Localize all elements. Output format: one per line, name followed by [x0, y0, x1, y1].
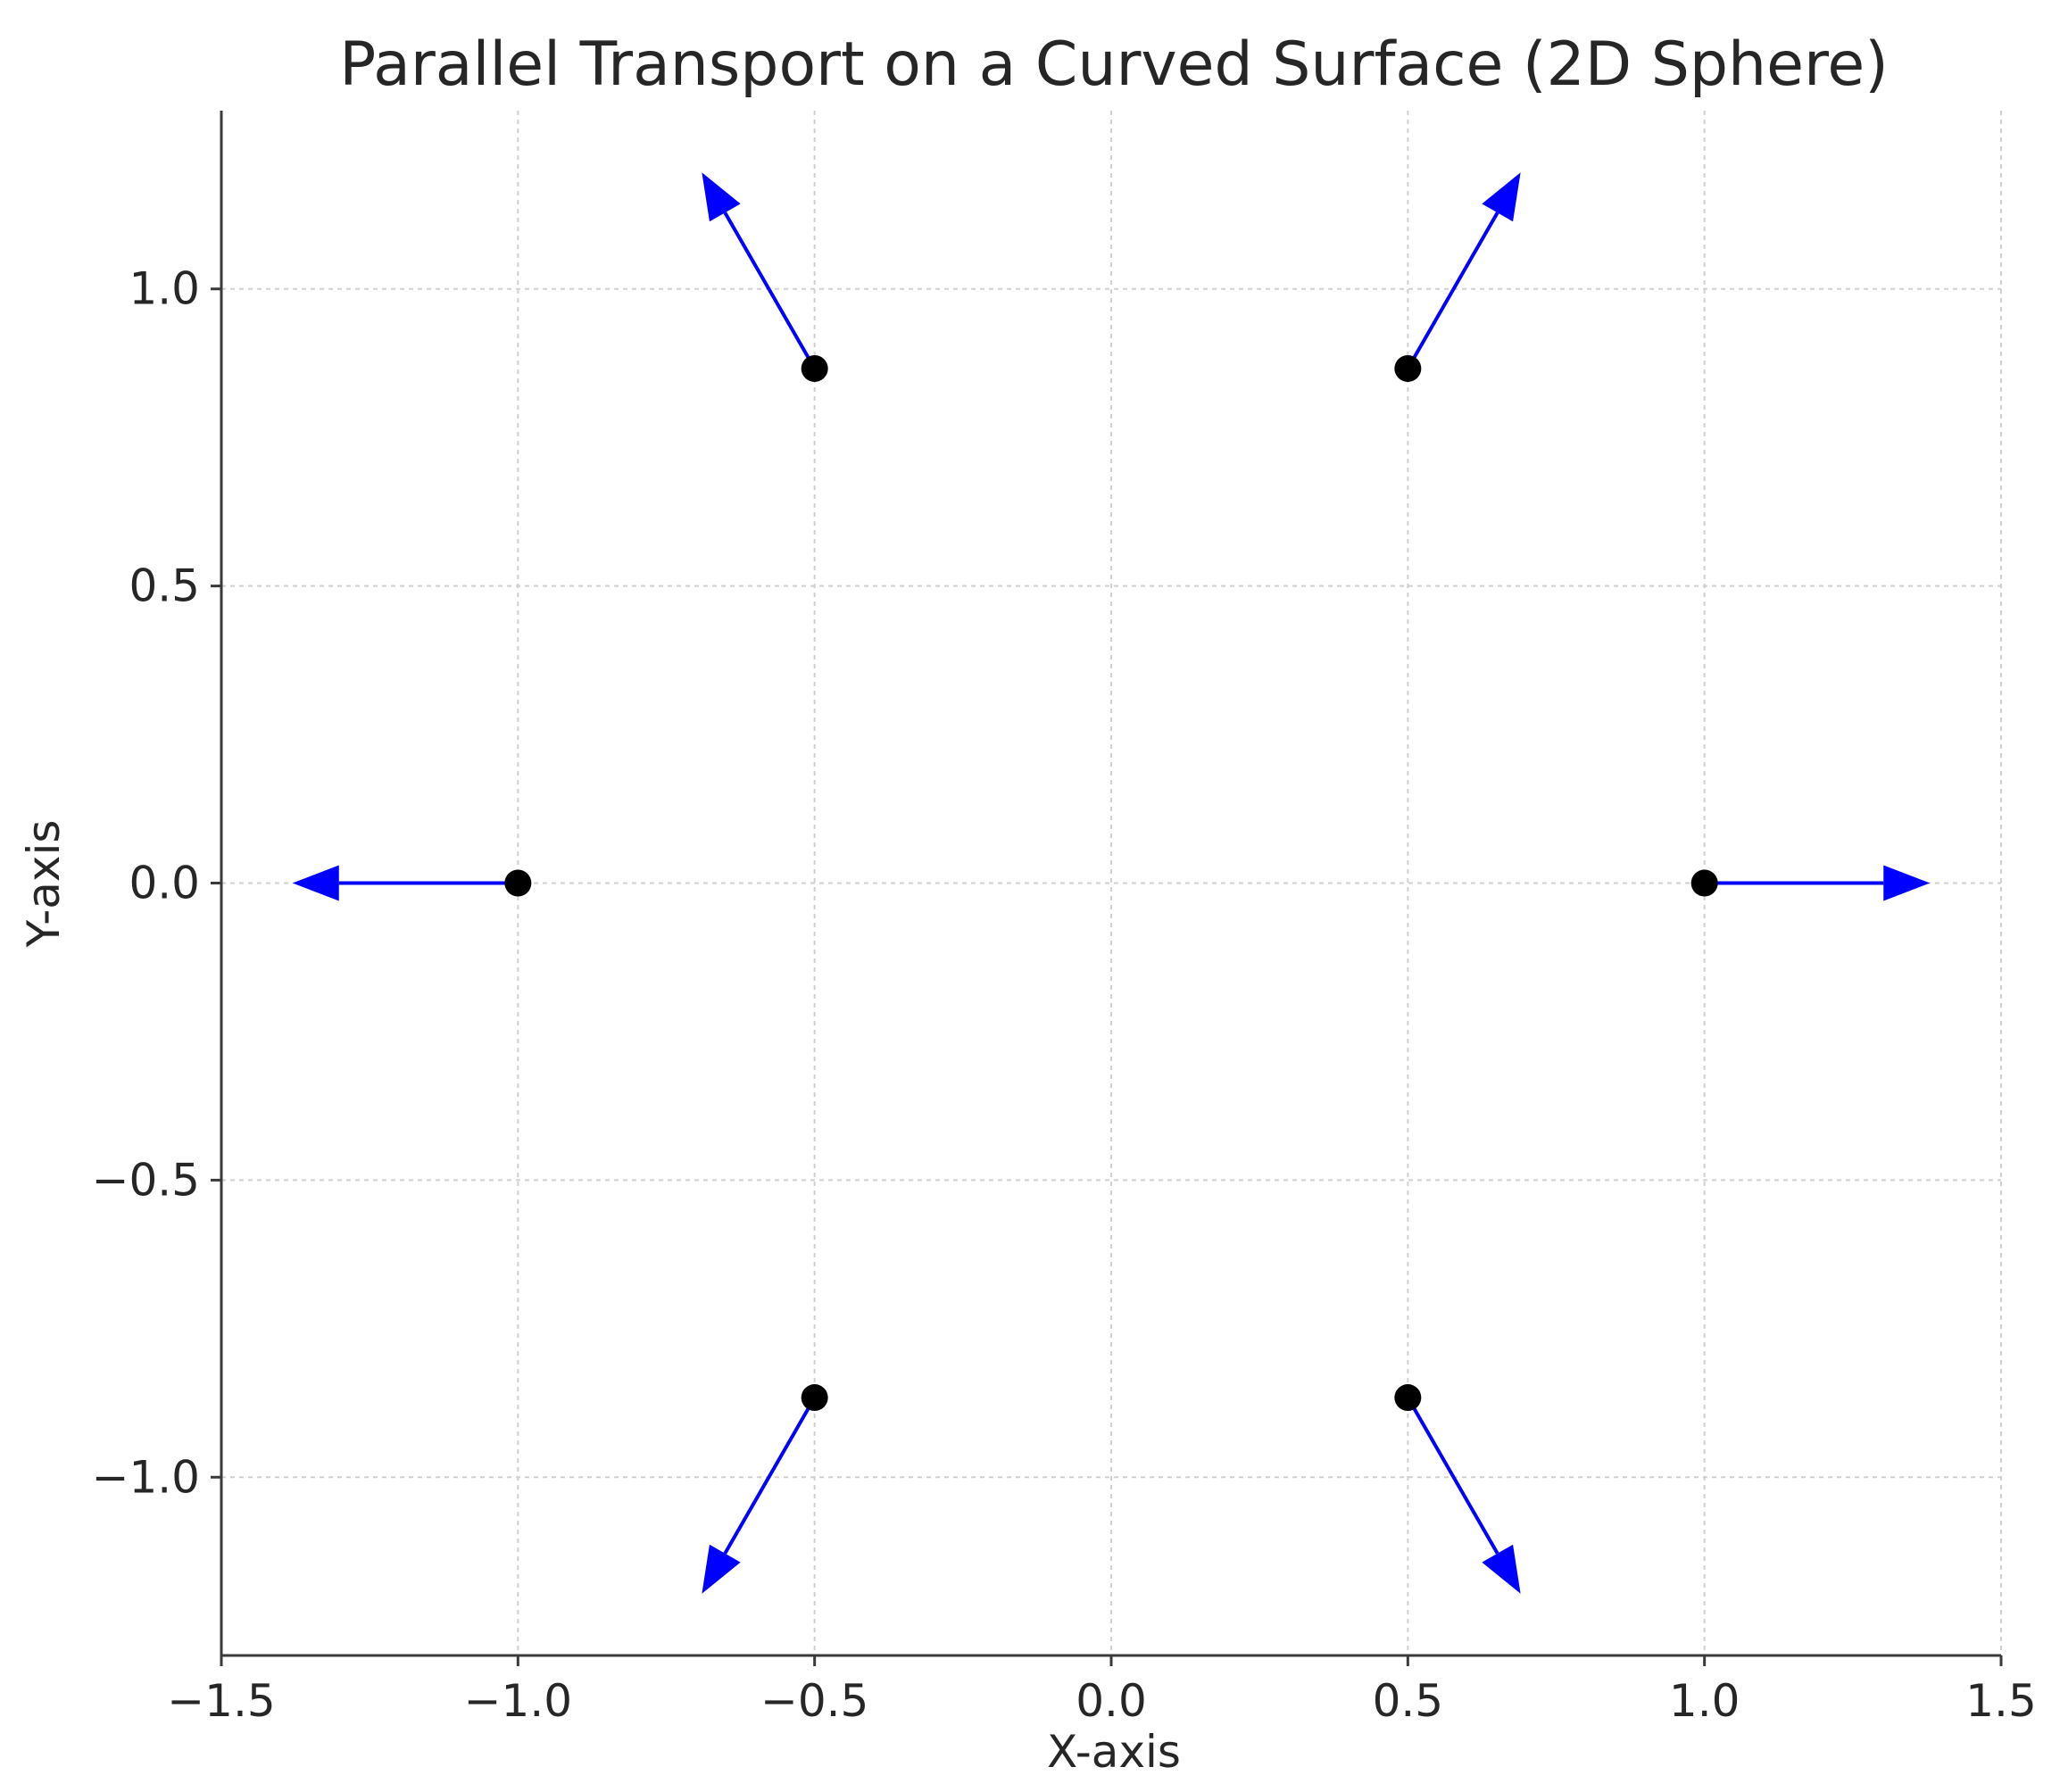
- data-point: [504, 869, 532, 897]
- x-tick-label: 1.5: [1965, 1675, 2037, 1727]
- y-tick-label: −0.5: [92, 1154, 200, 1206]
- data-point: [801, 1384, 828, 1412]
- vectors: [292, 172, 1931, 1594]
- vector-shaft: [1406, 212, 1499, 369]
- data-point: [801, 354, 828, 382]
- data-point: [1394, 354, 1422, 382]
- y-tick-label: 1.0: [129, 263, 200, 315]
- data-point: [1690, 869, 1718, 897]
- chart-title: Parallel Transport on a Curved Surface (…: [339, 29, 1889, 100]
- x-tick-label: 0.5: [1373, 1675, 1444, 1727]
- vector-arrowhead: [1883, 865, 1931, 901]
- vector-arrowhead: [292, 865, 339, 901]
- tick-marks: −1.5 −1.0 −0.5 0.0 0.5 1.0 1.5 −1.0 −0.5 0.0 0.5 1.…: [92, 263, 2037, 1727]
- y-axis-label: Y-axis: [18, 820, 70, 949]
- vector-arrowhead: [1482, 172, 1521, 222]
- x-tick-label: −1.0: [464, 1675, 572, 1727]
- vector-shaft: [723, 1397, 817, 1555]
- y-tick-label: 0.0: [129, 858, 200, 909]
- y-tick-label: −1.0: [92, 1451, 200, 1503]
- vector-shaft: [1406, 1397, 1499, 1555]
- points: [504, 354, 1718, 1412]
- vector-arrowhead: [702, 172, 741, 222]
- x-axis-label: X-axis: [1047, 1726, 1181, 1778]
- vector-arrowhead: [1482, 1544, 1521, 1594]
- x-tick-label: 0.0: [1076, 1675, 1147, 1727]
- y-tick-label: 0.5: [129, 560, 200, 612]
- data-point: [1394, 1384, 1422, 1412]
- x-tick-label: 1.0: [1669, 1675, 1740, 1727]
- vector-arrowhead: [702, 1544, 741, 1594]
- vector-shaft: [723, 212, 817, 369]
- x-tick-label: −0.5: [760, 1675, 868, 1727]
- x-tick-label: −1.5: [167, 1675, 275, 1727]
